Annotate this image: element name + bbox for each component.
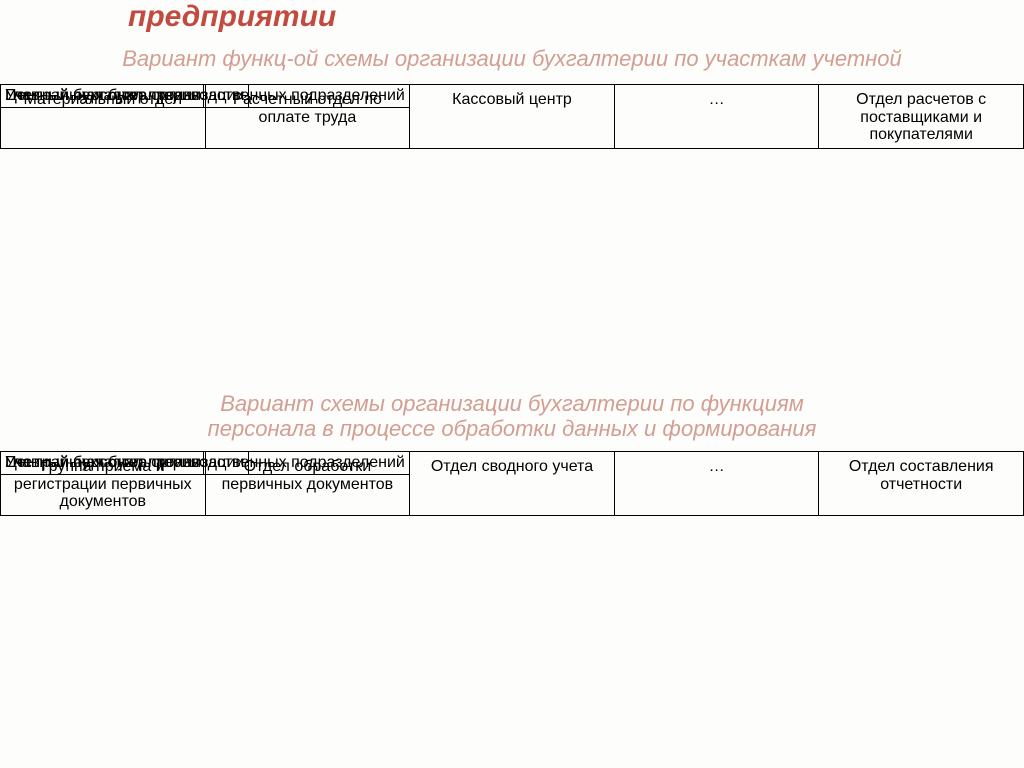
dept-cell: Отдел расчетов с поставщиками и покупате… xyxy=(819,84,1024,149)
subtitle-line: персонала в процессе обработки данных и … xyxy=(208,416,817,441)
subtitle-line: Вариант схемы организации бухгалтерии по… xyxy=(220,391,804,416)
slide: предприятии Вариант функц-ой схемы орган… xyxy=(0,0,1024,768)
dept-cell: … xyxy=(615,84,820,149)
subtitle-variant-1: Вариант функц-ой схемы организации бухга… xyxy=(0,46,1024,71)
dept-cell: Отдел составления отчетности xyxy=(819,451,1024,516)
slide-title: предприятии xyxy=(128,2,336,32)
subtitle-variant-2: Вариант схемы организации бухгалтерии по… xyxy=(0,391,1024,442)
personnel-box: Учетный персонал производственных подраз… xyxy=(0,84,410,108)
personnel-box: Учетный персонал производственных подраз… xyxy=(0,451,410,475)
dept-cell: Кассовый центр xyxy=(410,84,615,149)
dept-cell: … xyxy=(615,451,820,516)
org-diagram-2: Главный бухгалтер организации Центральна… xyxy=(0,451,1024,747)
org-diagram-1: Главный бухгалтер организации Центральна… xyxy=(0,84,1024,380)
dept-cell: Отдел сводного учета xyxy=(410,451,615,516)
